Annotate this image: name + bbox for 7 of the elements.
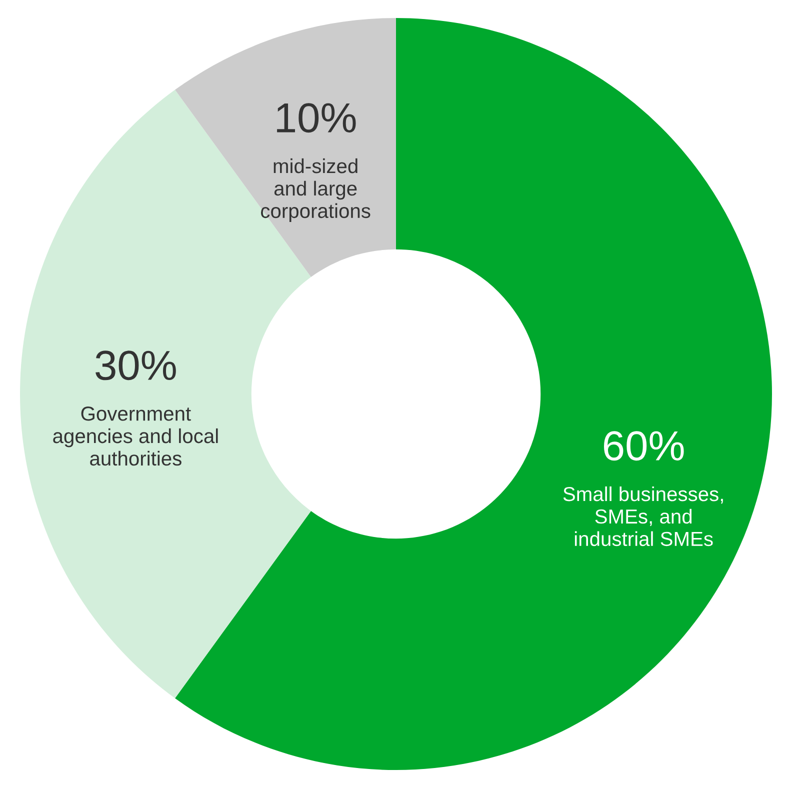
slice-label: Government agencies and local authorities: [53, 406, 218, 466]
data-label: 10%: [277, 103, 356, 133]
donut-slice: [174, 18, 396, 278]
data-label: 30%: [96, 350, 176, 380]
data-label: 60%: [604, 431, 684, 461]
slice-label: Small businesses, SMEs, and industrial SMEs: [563, 486, 723, 546]
slice-label: mid-sized and large corporations: [261, 158, 370, 222]
